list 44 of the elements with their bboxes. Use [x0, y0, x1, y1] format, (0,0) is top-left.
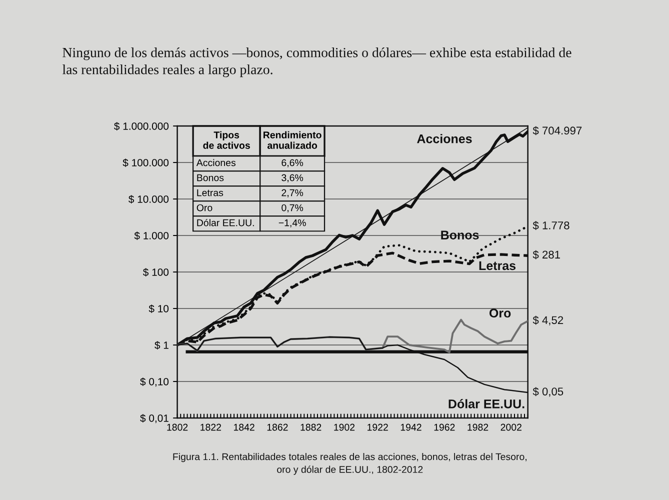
- x-tick-label: 1802: [167, 424, 188, 431]
- series-label: Dólar EE.UU.: [448, 399, 524, 408]
- x-tick-label: 1982: [468, 424, 488, 431]
- x-tick-label: 2002: [500, 424, 522, 431]
- x-tick-label: 1922: [368, 424, 388, 431]
- annotation: Oro: [196, 204, 212, 212]
- data-label: $ 704.997: [532, 126, 582, 136]
- x-tick-label: 1862: [267, 424, 288, 431]
- annotation: Rendimiento anualizado: [264, 131, 322, 149]
- annotation: 2,7%: [282, 189, 304, 198]
- y-tick-label: $ 0,10: [140, 378, 169, 387]
- series-label: Acciones: [417, 134, 472, 144]
- data-label: $ 0,05: [532, 387, 564, 397]
- x-tick-label: 1942: [400, 424, 422, 431]
- y-tick-label: $ 1.000: [134, 232, 169, 240]
- y-tick-label: $ 100.000: [122, 158, 169, 167]
- text: Ninguno de los demás activos —bonos, commodities o dólares— exhibe esta estabilidad de las rentabilidades reales a largo plazo.: [62, 48, 572, 78]
- series-label: Oro: [489, 308, 511, 318]
- annotation: −1,4%: [278, 219, 306, 228]
- y-tick-label: $ 10: [148, 304, 169, 313]
- data-label: $ 1.778: [532, 221, 570, 230]
- y-tick-label: $ 10.000: [128, 195, 169, 204]
- annotation: Bonos: [197, 174, 224, 182]
- annotation: 0,7%: [282, 204, 304, 212]
- series-label: Letras: [479, 261, 516, 270]
- x-tick-label: 1902: [334, 424, 355, 431]
- y-tick-label: $ 1: [154, 341, 168, 350]
- annotation: 6,6%: [282, 159, 304, 168]
- annotation: 3,6%: [282, 174, 304, 182]
- x-tick-label: 1842: [234, 424, 254, 431]
- x-tick-label: 1882: [300, 424, 322, 431]
- annotation: Tipos de activos: [203, 131, 250, 149]
- annotation: Acciones: [196, 159, 236, 166]
- y-tick-label: $ 100: [143, 268, 169, 276]
- y-tick-label: $ 0,01: [140, 414, 168, 424]
- x-tick-label: 1822: [200, 424, 221, 431]
- annotation: Dólar EE.UU.: [197, 218, 254, 226]
- annotation: Letras: [197, 189, 224, 196]
- series-label: Bonos: [441, 230, 479, 240]
- x-tick-label: 1962: [434, 424, 455, 431]
- y-tick-label: $ 1.000.000: [114, 122, 169, 130]
- data-label: $ 281: [532, 250, 560, 260]
- data-label: $ 4,52: [532, 316, 564, 326]
- text: Figura 1.1. Rentabilidades totales reales de las acciones, bonos, letras del Tesoro, oro y dólar de EE.UU., 1802-2012: [173, 453, 526, 475]
